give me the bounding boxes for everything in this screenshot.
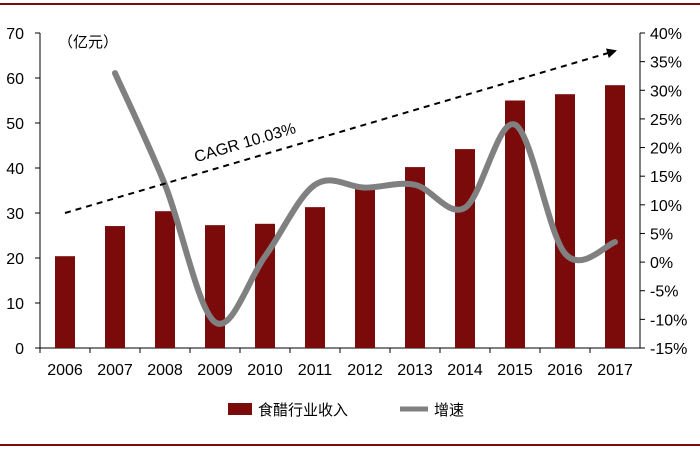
y-right-tick-label: 5% xyxy=(650,226,673,243)
y-right-tick-label: 25% xyxy=(650,112,682,129)
y-right-tick-label: 40% xyxy=(650,26,682,43)
top-rule xyxy=(0,3,700,5)
y-left-tick-label: 10 xyxy=(6,296,24,313)
bar xyxy=(405,167,425,348)
bar xyxy=(305,207,325,348)
x-tick-label: 2013 xyxy=(397,362,433,379)
legend-bar-label: 食醋行业收入 xyxy=(258,402,348,419)
y-right-tick-label: 35% xyxy=(650,55,682,72)
y-left-tick-label: 30 xyxy=(6,206,24,223)
x-tick-label: 2014 xyxy=(447,362,483,379)
bar xyxy=(55,256,75,348)
y-left-tick-label: 50 xyxy=(6,116,24,133)
y-right-tick-label: -15% xyxy=(650,341,687,358)
x-tick-label: 2011 xyxy=(298,362,333,379)
y-right-tick-label: 0% xyxy=(650,255,673,272)
y-left-tick-label: 20 xyxy=(6,251,24,268)
bar xyxy=(455,149,475,348)
y-right-tick-label: -10% xyxy=(650,312,687,329)
legend-line-label: 增速 xyxy=(434,402,464,419)
x-tick-label: 2009 xyxy=(197,362,233,379)
bar xyxy=(555,94,575,348)
x-tick-label: 2012 xyxy=(347,362,383,379)
x-tick-label: 2007 xyxy=(97,362,133,379)
y-left-tick-label: 40 xyxy=(6,161,24,178)
y-right-tick-label: 30% xyxy=(650,83,682,100)
x-tick-label: 2010 xyxy=(247,362,283,379)
bar xyxy=(105,226,125,348)
bar xyxy=(205,225,225,348)
x-tick-label: 2006 xyxy=(47,362,83,379)
y-right-tick-label: 10% xyxy=(650,198,682,215)
y-left-tick-label: 70 xyxy=(6,26,24,43)
bar xyxy=(605,85,625,348)
legend: 食醋行业收入 增速 xyxy=(228,402,464,419)
unit-label: （亿元） xyxy=(58,34,118,51)
bar xyxy=(355,188,375,348)
y-left-tick-label: 60 xyxy=(6,71,24,88)
x-tick-label: 2016 xyxy=(547,362,583,379)
y-right-tick-label: 20% xyxy=(650,141,682,158)
bottom-rule xyxy=(0,444,700,446)
x-tick-label: 2008 xyxy=(147,362,183,379)
y-right-tick-label: -5% xyxy=(650,284,678,301)
trend-arrow xyxy=(65,51,615,213)
y-left-tick-label: 0 xyxy=(15,341,24,358)
y-right-tick-label: 15% xyxy=(650,169,682,186)
bar xyxy=(155,211,175,348)
x-tick-label: 2015 xyxy=(497,362,533,379)
x-tick-label: 2017 xyxy=(597,362,633,379)
legend-bar-swatch xyxy=(228,403,252,415)
